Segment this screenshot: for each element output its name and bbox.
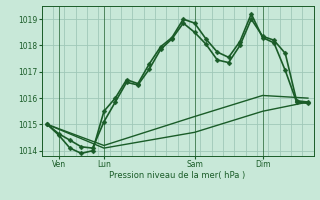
X-axis label: Pression niveau de la mer( hPa ): Pression niveau de la mer( hPa ) xyxy=(109,171,246,180)
